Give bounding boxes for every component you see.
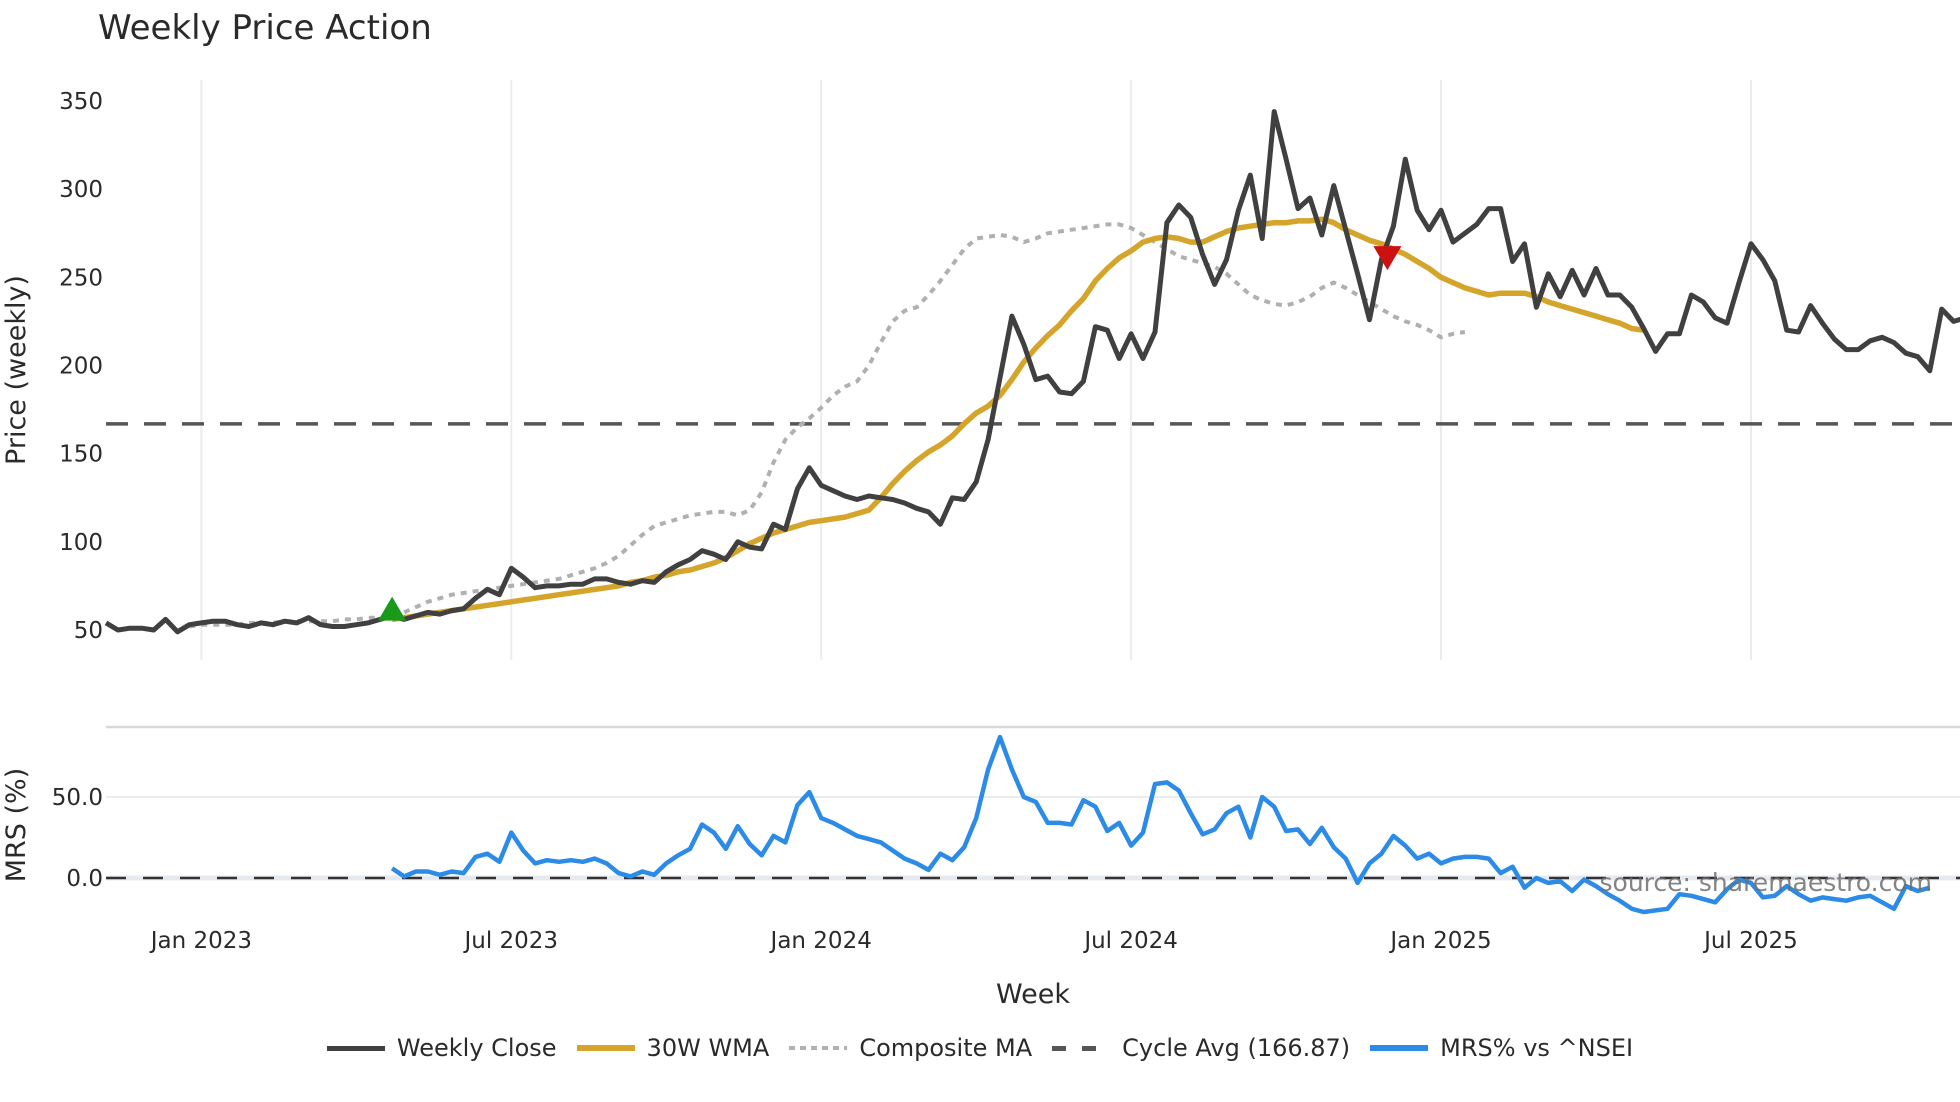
legend-item-mrs[interactable]: MRS% vs ^NSEI [1370,1034,1633,1062]
x-tick-label: Jul 2025 [1702,928,1798,954]
price-y-tick-label: 50 [74,618,103,644]
source-watermark: source: sharemaestro.com [1600,868,1933,897]
mrs-y-tick-label: 50.0 [52,785,103,811]
legend-item-wma[interactable]: 30W WMA [576,1034,770,1062]
legend-label: Composite MA [859,1034,1033,1062]
mrs-y-axis-label: MRS (%) [1,768,32,883]
legend-swatch-icon [789,1046,848,1050]
price-y-tick-label: 300 [59,177,103,203]
price-y-tick-label: 100 [59,530,103,556]
mrs-y-tick-label: 0.0 [66,866,103,892]
legend: Weekly Close 30W WMA Composite MA Cycle Avg… [0,1034,1960,1062]
sell-signal-triangle-down-icon [1373,246,1402,271]
x-tick-label: Jan 2025 [1388,928,1491,954]
legend-swatch-icon [326,1045,385,1051]
legend-label: Cycle Avg (166.87) [1122,1034,1351,1062]
x-tick-label: Jan 2024 [769,928,872,954]
legend-label: Weekly Close [396,1034,557,1062]
legend-item-cycle-avg[interactable]: Cycle Avg (166.87) [1052,1034,1350,1062]
price-y-tick-label: 200 [59,354,103,380]
legend-label: 30W WMA [646,1034,770,1062]
price-y-axis-ticks: 350 300 250 200 150 100 50 [59,89,103,644]
price-y-axis-label: Price (weekly) [1,275,32,465]
x-tick-label: Jul 2024 [1082,928,1178,954]
composite-ma-line [189,222,1466,629]
x-axis-ticks: Jan 2023 Jul 2023 Jan 2024 Jul 2024 Jan 2025… [149,928,1798,954]
mrs-y-axis-ticks: 50.0 0.0 [52,785,103,892]
price-gridlines [200,80,1752,660]
legend-swatch-icon [1052,1045,1111,1051]
mrs-gridlines [106,796,1960,881]
price-y-tick-label: 150 [59,442,103,468]
legend-item-weekly-close[interactable]: Weekly Close [326,1034,557,1062]
mrs-line [390,734,1931,915]
legend-label: MRS% vs ^NSEI [1440,1034,1634,1062]
x-axis-label: Week [996,979,1070,1010]
legend-item-composite[interactable]: Composite MA [789,1034,1032,1062]
chart-title: Weekly Price Action [98,8,432,48]
x-tick-label: Jul 2023 [462,928,558,954]
x-tick-label: Jan 2023 [149,928,252,954]
legend-swatch-icon [576,1045,635,1051]
price-y-tick-label: 350 [59,89,103,115]
buy-signal-triangle-up-icon [378,596,407,621]
weekly-close-line [104,109,1960,635]
legend-swatch-icon [1370,1045,1429,1051]
price-y-tick-label: 250 [59,265,103,291]
wma-30w-line [391,216,1645,623]
